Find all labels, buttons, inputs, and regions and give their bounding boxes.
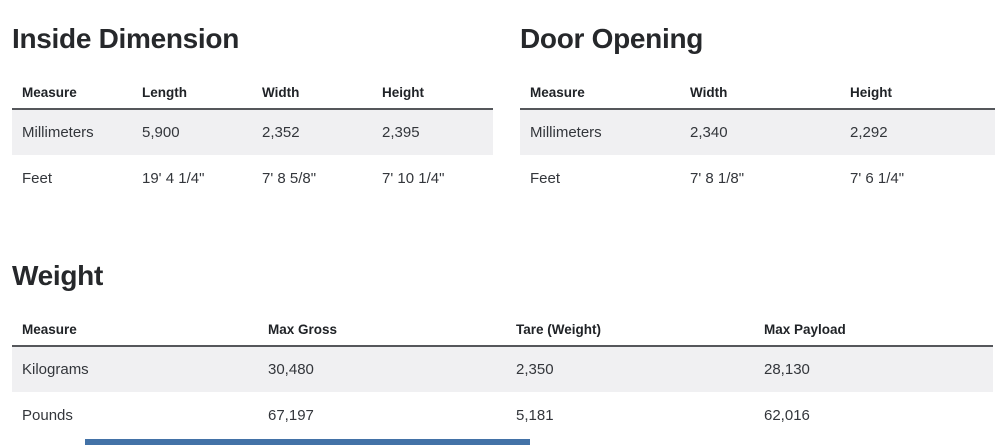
cell-height: 2,395 [382,124,420,141]
column-header-measure: Measure [12,313,258,347]
column-header-length: Length [132,76,252,110]
cell-width: 7' 8 5/8" [262,169,317,187]
cell-measure: Millimeters [22,124,94,141]
cell-measure: Kilograms [22,361,89,378]
cell-height: 2,292 [850,124,888,141]
cell-tare: 5,181 [516,406,554,424]
door-opening-heading: Door Opening [520,23,704,54]
table-header-row: Measure Width Height [520,76,995,110]
cell-tare: 2,350 [516,361,554,378]
cell-width: 7' 8 1/8" [690,169,745,187]
column-header-height: Height [372,76,493,110]
cell-max-payload: 28,130 [764,361,810,378]
cell-measure: Feet [530,169,561,187]
table-row-feet: Feet 19' 4 1/4" 7' 8 5/8" 7' 10 1/4" [12,155,493,201]
cell-height: 7' 10 1/4" [382,169,445,187]
table-row-millimeters: Millimeters 5,900 2,352 2,395 [12,109,493,155]
door-opening-table: Measure Width Height Millimeters 2,340 2… [520,76,995,201]
table-row-millimeters: Millimeters 2,340 2,292 [520,109,995,155]
weight-heading: Weight [12,260,104,291]
cell-measure: Millimeters [530,124,602,141]
inside-dimension-heading: Inside Dimension [12,23,240,54]
table-row-kilograms: Kilograms 30,480 2,350 28,130 [12,346,993,392]
cell-max-gross: 30,480 [268,361,314,378]
cell-measure: Pounds [22,406,73,424]
cell-max-gross: 67,197 [268,406,314,424]
cell-width: 2,340 [690,124,728,141]
cell-length: 5,900 [142,124,180,141]
cell-width: 2,352 [262,124,300,141]
inside-dimension-table: Measure Length Width Height Millimeters … [12,76,493,201]
column-header-max-payload: Max Payload [754,313,993,347]
column-header-width: Width [680,76,840,110]
column-header-max-gross: Max Gross [258,313,506,347]
bottom-edge-bar [85,439,530,445]
column-header-measure: Measure [520,76,680,110]
cell-height: 7' 6 1/4" [850,169,905,187]
cell-length: 19' 4 1/4" [142,169,205,187]
column-header-height: Height [840,76,995,110]
column-header-measure: Measure [12,76,132,110]
weight-table: Measure Max Gross Tare (Weight) Max Payl… [12,313,993,438]
table-header-row: Measure Length Width Height [12,76,493,110]
cell-measure: Feet [22,169,53,187]
table-row-pounds: Pounds 67,197 5,181 62,016 [12,392,993,438]
column-header-tare-weight: Tare (Weight) [506,313,754,347]
column-header-width: Width [252,76,372,110]
table-row-feet: Feet 7' 8 1/8" 7' 6 1/4" [520,155,995,201]
table-header-row: Measure Max Gross Tare (Weight) Max Payl… [12,313,993,347]
cell-max-payload: 62,016 [764,406,810,424]
